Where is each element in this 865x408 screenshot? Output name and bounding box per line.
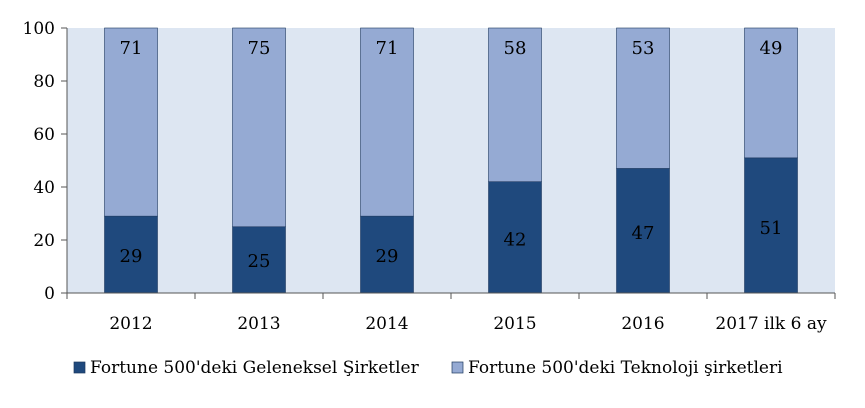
bar-technology-2: [360, 27, 414, 217]
y-tick-label-4: 80: [33, 72, 55, 92]
data-label-technology-5: 49: [760, 38, 783, 59]
y-tick-label-5: 100: [23, 19, 55, 39]
data-label-technology-4: 53: [632, 38, 655, 59]
data-label-technology-0: 71: [120, 38, 143, 59]
data-label-technology-1: 75: [248, 38, 271, 59]
legend-label-technology: Fortune 500'deki Teknoloji şirketleri: [468, 358, 783, 378]
data-label-traditional-4: 47: [632, 223, 655, 244]
x-tick-label-3: 2015: [493, 314, 536, 334]
data-label-traditional-5: 51: [760, 218, 783, 239]
bar-technology-1: [232, 27, 286, 228]
data-label-traditional-2: 29: [376, 246, 399, 267]
data-label-traditional-1: 25: [248, 251, 271, 272]
data-label-technology-3: 58: [504, 38, 527, 59]
x-tick-label-2: 2014: [365, 314, 408, 334]
bar-technology-5: [744, 27, 798, 159]
x-tick-label-5: 2017 ilk 6 ay: [715, 314, 827, 334]
bar-traditional-2: [360, 215, 414, 294]
data-label-traditional-3: 42: [504, 230, 527, 251]
bar-technology-4: [616, 27, 670, 169]
x-tick-label-4: 2016: [621, 314, 664, 334]
x-tick-label-1: 2013: [237, 314, 280, 334]
bar-traditional-0: [104, 215, 158, 294]
y-tick-label-3: 60: [33, 125, 55, 145]
y-tick-label-0: 0: [44, 284, 55, 304]
y-tick-label-1: 20: [33, 231, 55, 251]
plot-area: [67, 28, 835, 293]
legend-label-traditional: Fortune 500'deki Geleneksel Şirketler: [90, 358, 420, 378]
bar-technology-0: [104, 27, 158, 217]
legend-swatch-technology: [451, 361, 464, 374]
legend-swatch-traditional: [73, 361, 86, 374]
bar-technology-3: [488, 27, 542, 182]
bar-traditional-5: [744, 157, 798, 294]
x-tick-label-0: 2012: [109, 314, 152, 334]
data-label-technology-2: 71: [376, 38, 399, 59]
data-label-traditional-0: 29: [120, 246, 143, 267]
y-tick-label-2: 40: [33, 178, 55, 198]
